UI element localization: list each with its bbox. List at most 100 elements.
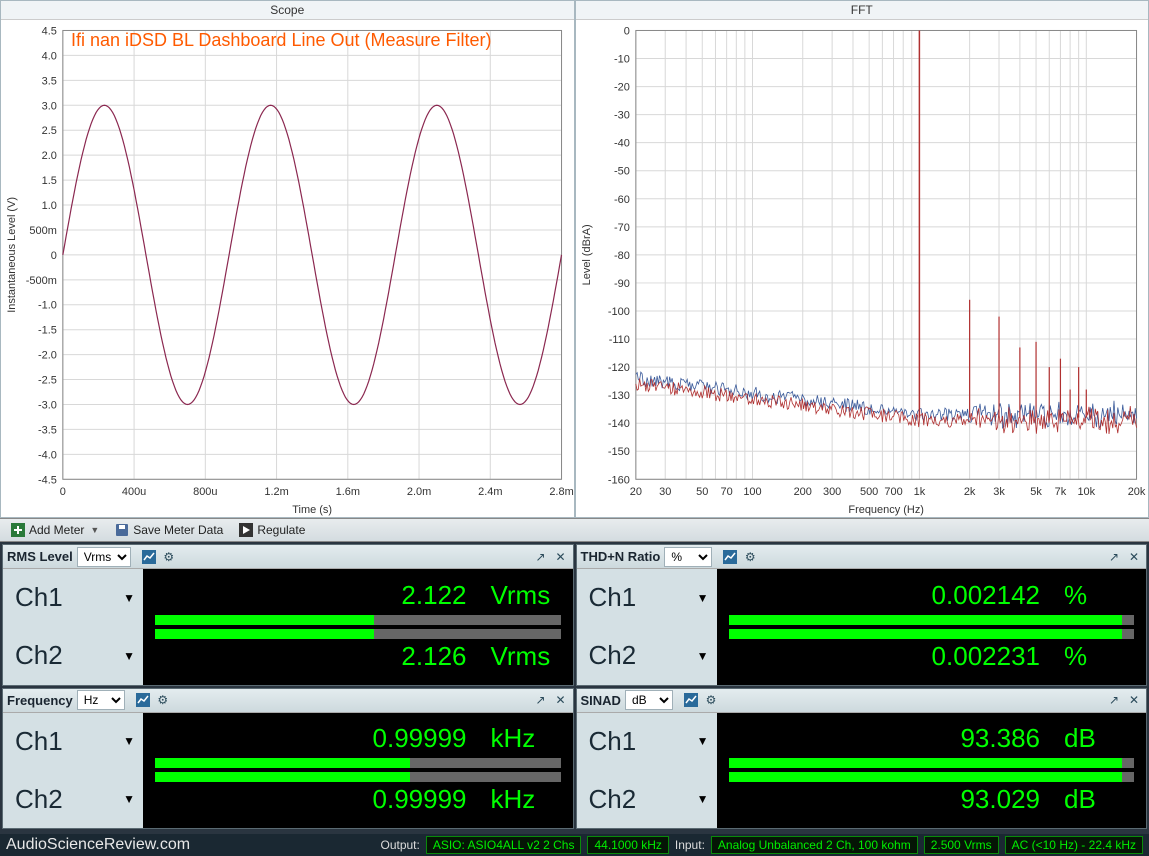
svg-text:-50: -50 [613,166,629,178]
chevron-down-icon[interactable]: ▼ [697,734,709,748]
popout-icon[interactable]: ↗ [1106,692,1122,708]
ch2-readout: 93.029dB [717,770,1147,828]
svg-text:-4.5: -4.5 [38,474,57,486]
meters-grid: RMS Level Vrms ⚙ ↗ ✕ Ch1▼ 2.122Vrms Ch2▼ [0,542,1149,831]
save-meter-button[interactable]: Save Meter Data [108,520,230,540]
popout-icon[interactable]: ↗ [1106,549,1122,565]
watermark: AudioScienceReview.com [6,836,190,854]
ch2-readout: 0.99999kHz [143,770,573,828]
ch1-readout: 0.002142% [717,569,1147,627]
unit-select[interactable]: % [664,547,712,567]
fft-chart[interactable]: 0-10-20-30-40-50-60-70-80-90-100-110-120… [576,20,1149,522]
chevron-down-icon[interactable]: ▼ [123,649,135,663]
meter-rms: RMS Level Vrms ⚙ ↗ ✕ Ch1▼ 2.122Vrms Ch2▼ [2,544,574,686]
scope-chart[interactable]: -4.5-4.0-3.5-3.0-2.5-2.0-1.5-1.0-500m050… [1,20,574,522]
add-meter-label: Add Meter [29,523,84,537]
graph-icon[interactable] [141,549,157,565]
add-meter-button[interactable]: Add Meter ▼ [4,520,106,540]
input-value[interactable]: Analog Unbalanced 2 Ch, 100 kohm [711,836,918,854]
svg-text:1.0: 1.0 [42,200,57,212]
fft-title: FFT [576,1,1149,20]
svg-text:100: 100 [743,486,761,498]
graph-icon[interactable] [135,692,151,708]
popout-icon[interactable]: ↗ [533,692,549,708]
gear-icon[interactable]: ⚙ [703,692,719,708]
svg-text:-30: -30 [613,110,629,122]
close-icon[interactable]: ✕ [553,549,569,565]
ch2-bar [155,772,561,782]
svg-text:70: 70 [720,486,732,498]
ch1-label: Ch1▼ [577,569,717,627]
popout-icon[interactable]: ↗ [533,549,549,565]
chevron-down-icon[interactable]: ▼ [123,792,135,806]
svg-text:3.0: 3.0 [42,100,57,112]
chevron-down-icon[interactable]: ▼ [697,649,709,663]
svg-text:-3.5: -3.5 [38,424,57,436]
meter-title: THD+N Ratio [581,549,661,564]
svg-text:-130: -130 [607,390,629,402]
svg-text:4.0: 4.0 [42,50,57,62]
chevron-down-icon[interactable]: ▼ [123,734,135,748]
meter-title: RMS Level [7,549,73,564]
gear-icon[interactable]: ⚙ [161,549,177,565]
chevron-down-icon[interactable]: ▼ [697,792,709,806]
svg-text:-90: -90 [613,278,629,290]
unit-select[interactable]: dB [625,690,673,710]
svg-text:2.4m: 2.4m [478,486,502,498]
svg-text:-1.5: -1.5 [38,325,57,337]
scope-pane: Scope Ifi nan iDSD BL Dashboard Line Out… [0,0,575,518]
input-label: Input: [675,838,705,852]
svg-text:2.8m: 2.8m [549,486,573,498]
chevron-down-icon[interactable]: ▼ [697,591,709,605]
graph-icon[interactable] [722,549,738,565]
ch2-label: Ch2▼ [3,770,143,828]
meter-freq: Frequency Hz ⚙ ↗ ✕ Ch1▼ 0.99999kHz Ch2▼ [2,688,574,830]
ch1-readout: 2.122Vrms [143,569,573,627]
svg-text:-10: -10 [613,54,629,66]
svg-text:1.5: 1.5 [42,175,57,187]
svg-text:-2.5: -2.5 [38,375,57,387]
svg-text:2k: 2k [963,486,975,498]
meter-title: SINAD [581,693,621,708]
svg-text:-3.0: -3.0 [38,399,57,411]
svg-text:-70: -70 [613,222,629,234]
svg-text:3.5: 3.5 [42,75,57,87]
svg-text:-80: -80 [613,250,629,262]
svg-text:-20: -20 [613,82,629,94]
plus-icon [11,523,25,537]
graph-icon[interactable] [683,692,699,708]
svg-text:50: 50 [696,486,708,498]
coupling[interactable]: AC (<10 Hz) - 22.4 kHz [1005,836,1143,854]
ch2-readout: 2.126Vrms [143,627,573,685]
gear-icon[interactable]: ⚙ [742,549,758,565]
gear-icon[interactable]: ⚙ [155,692,171,708]
regulate-button[interactable]: Regulate [232,520,312,540]
svg-text:-4.0: -4.0 [38,449,57,461]
meter-thdn: THD+N Ratio % ⚙ ↗ ✕ Ch1▼ 0.002142% Ch2▼ [576,544,1148,686]
ch1-bar [729,758,1135,768]
svg-text:5k: 5k [1030,486,1042,498]
svg-text:0: 0 [623,25,629,37]
svg-text:800u: 800u [193,486,217,498]
close-icon[interactable]: ✕ [553,692,569,708]
chevron-down-icon: ▼ [90,525,99,535]
close-icon[interactable]: ✕ [1126,692,1142,708]
unit-select[interactable]: Hz [77,690,125,710]
output-label: Output: [380,838,419,852]
svg-text:300: 300 [822,486,840,498]
chevron-down-icon[interactable]: ▼ [123,591,135,605]
svg-text:500m: 500m [29,225,56,237]
charts-row: Scope Ifi nan iDSD BL Dashboard Line Out… [0,0,1149,518]
input-level[interactable]: 2.500 Vrms [924,836,999,854]
ch1-bar [155,615,561,625]
output-value[interactable]: ASIO: ASIO4ALL v2 2 Chs [426,836,582,854]
svg-text:-110: -110 [608,334,629,346]
svg-text:400u: 400u [122,486,146,498]
sample-rate[interactable]: 44.1000 kHz [587,836,668,854]
svg-text:30: 30 [659,486,671,498]
unit-select[interactable]: Vrms [77,547,131,567]
svg-text:500: 500 [859,486,877,498]
svg-text:20k: 20k [1127,486,1145,498]
svg-text:7k: 7k [1054,486,1066,498]
close-icon[interactable]: ✕ [1126,549,1142,565]
